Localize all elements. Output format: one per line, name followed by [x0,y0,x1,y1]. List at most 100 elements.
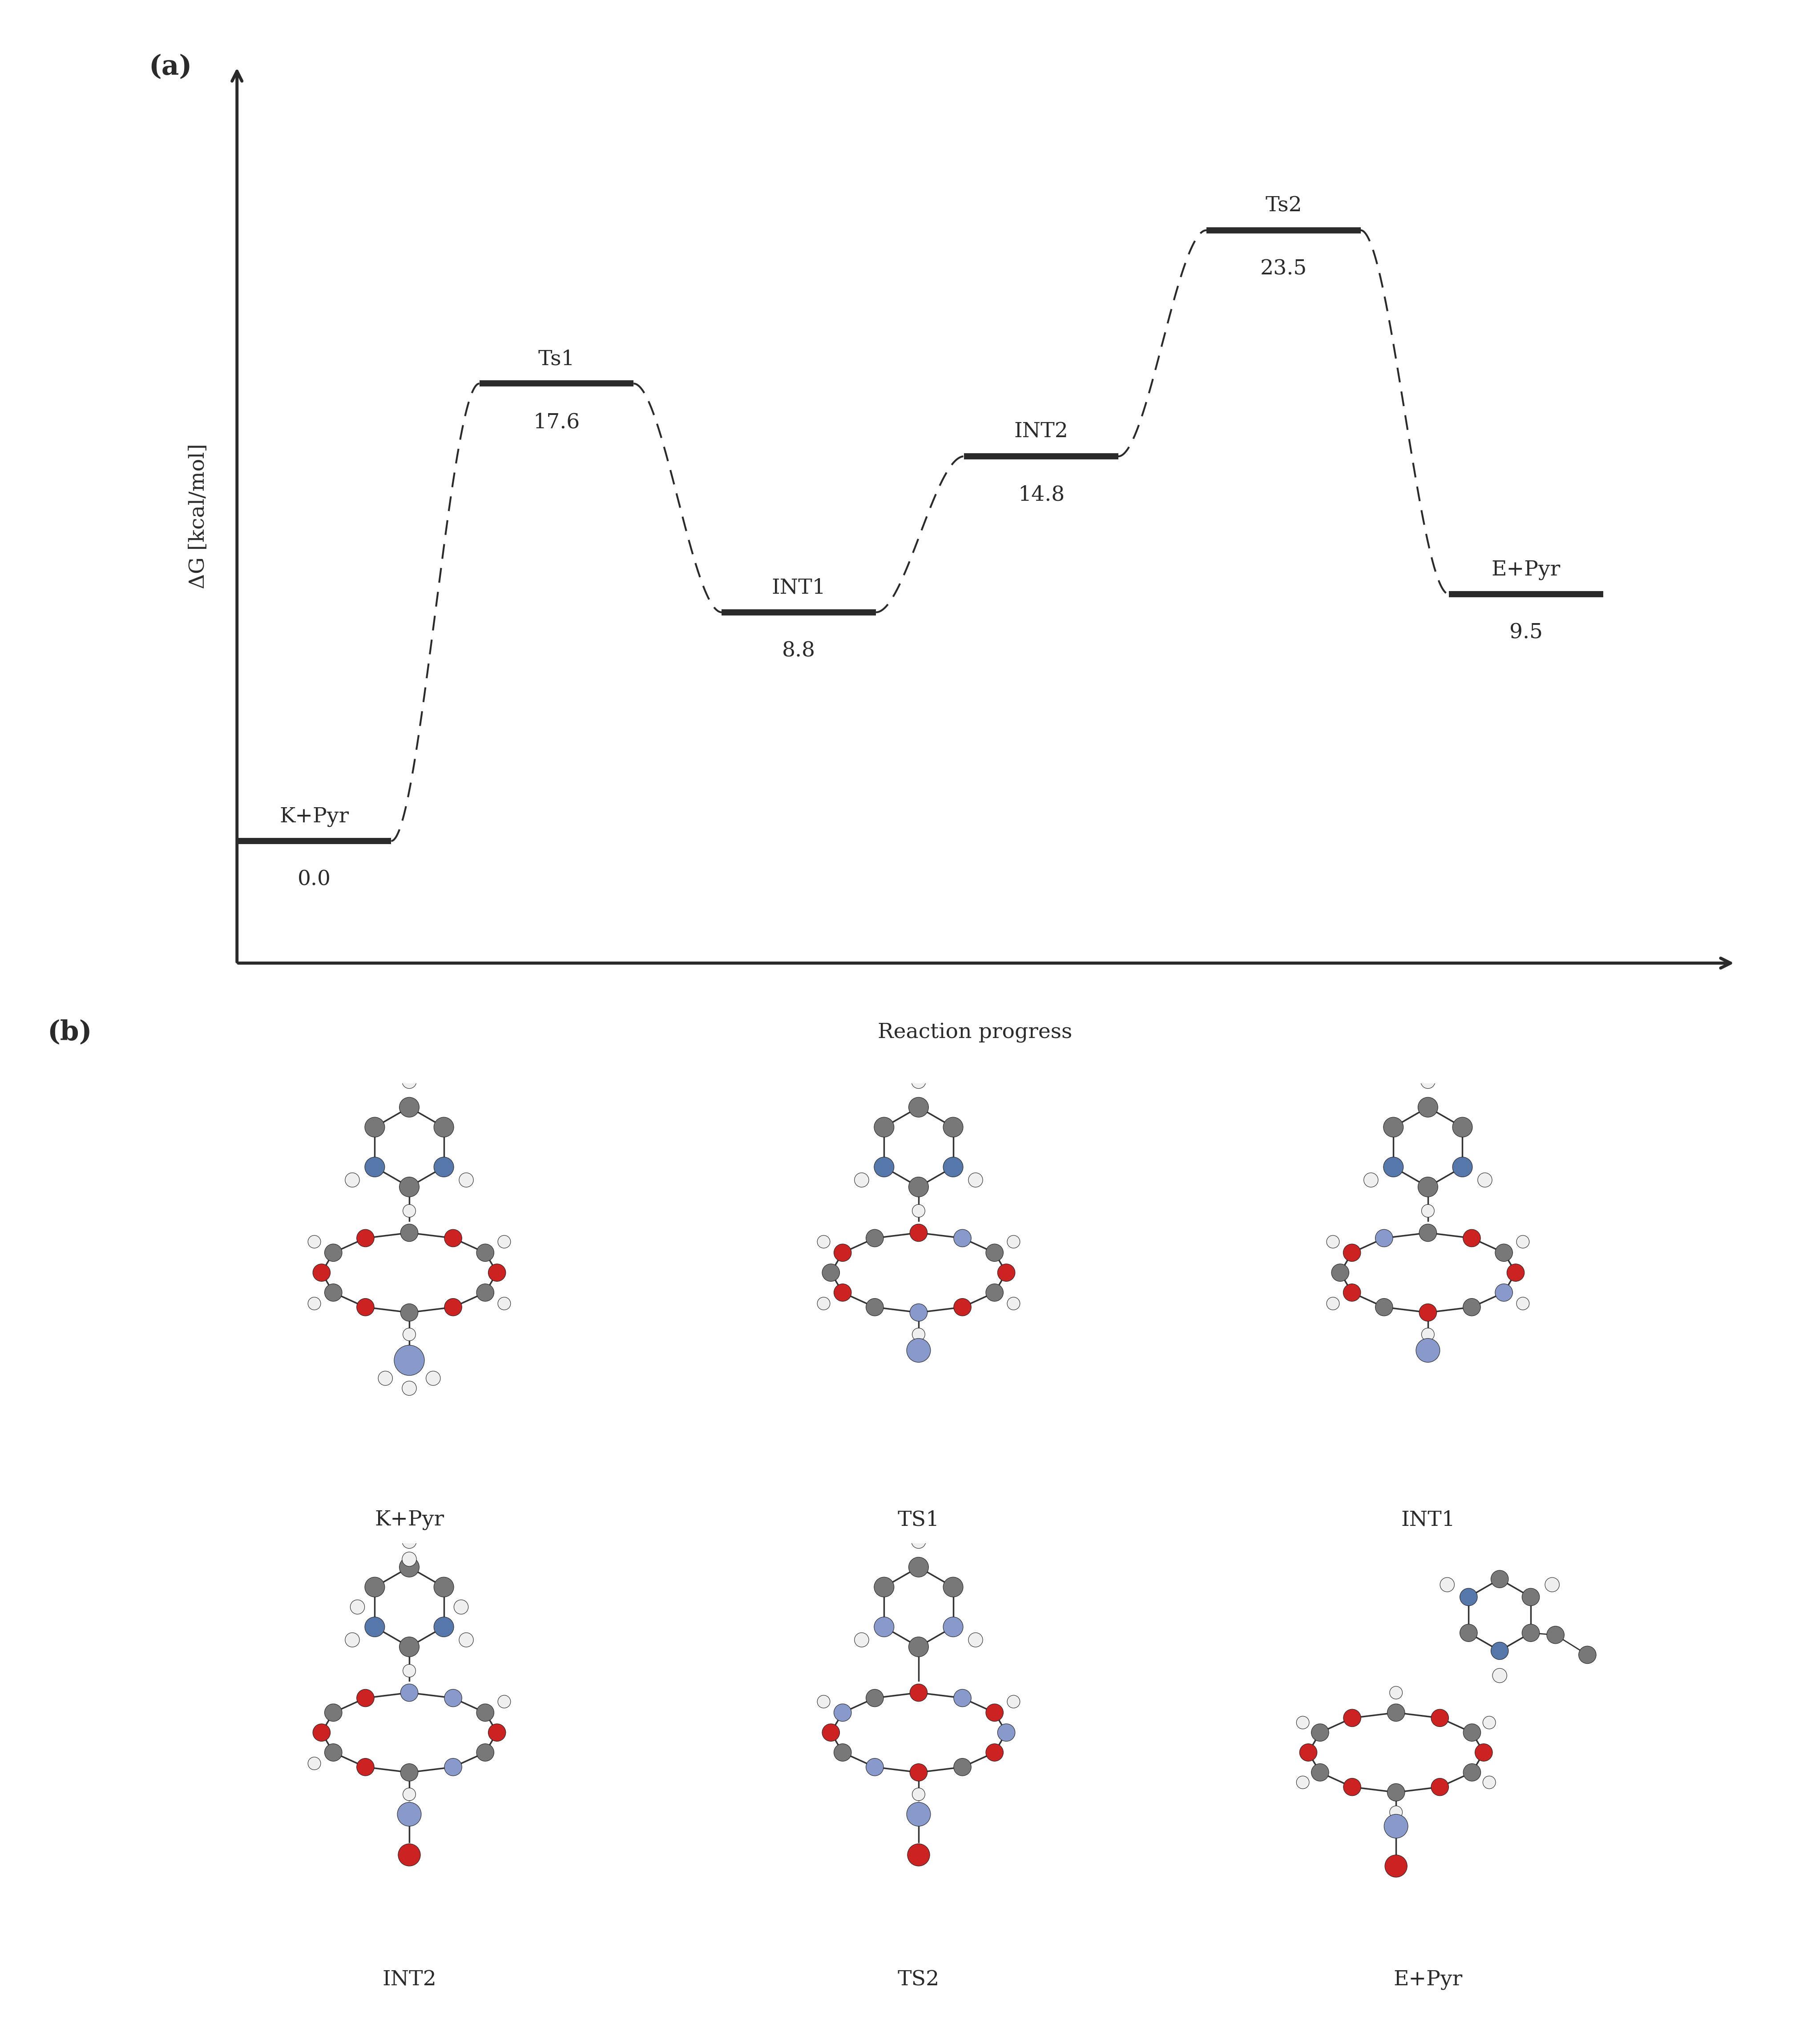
Text: INT2: INT2 [1013,421,1068,442]
Circle shape [1364,1173,1379,1188]
Circle shape [875,1157,893,1177]
Circle shape [400,1558,418,1578]
Circle shape [1421,1204,1435,1218]
Circle shape [1344,1778,1361,1797]
Circle shape [1342,1245,1361,1261]
Circle shape [313,1723,331,1741]
Circle shape [444,1228,462,1247]
Circle shape [822,1263,840,1282]
Circle shape [1493,1668,1506,1682]
Circle shape [817,1298,829,1310]
Text: 8.8: 8.8 [782,642,815,660]
Circle shape [986,1284,1004,1302]
Circle shape [307,1235,320,1249]
Text: ΔG [kcal/mol]: ΔG [kcal/mol] [189,444,209,589]
Circle shape [402,1329,417,1341]
Circle shape [366,1617,384,1637]
Circle shape [435,1617,453,1637]
Circle shape [1419,1304,1437,1320]
Circle shape [1384,1118,1402,1136]
Circle shape [400,1684,418,1701]
Circle shape [324,1705,342,1721]
Circle shape [968,1633,982,1647]
Circle shape [1311,1764,1330,1780]
Circle shape [402,1075,417,1089]
Circle shape [1008,1235,1020,1249]
Circle shape [968,1173,982,1188]
Circle shape [910,1684,928,1701]
Circle shape [1384,1854,1408,1876]
Circle shape [1419,1098,1437,1118]
Circle shape [477,1245,495,1261]
Circle shape [910,1098,928,1118]
Circle shape [324,1245,342,1261]
Circle shape [875,1118,893,1136]
Circle shape [997,1263,1015,1282]
Circle shape [910,1177,928,1198]
Circle shape [866,1688,884,1707]
Circle shape [944,1118,962,1136]
Circle shape [833,1245,851,1261]
Circle shape [1462,1298,1481,1316]
Circle shape [1492,1570,1508,1588]
Circle shape [1523,1625,1539,1641]
Circle shape [1495,1284,1513,1302]
Circle shape [1344,1709,1361,1727]
Circle shape [910,1558,928,1578]
Circle shape [822,1723,840,1741]
Circle shape [487,1263,506,1282]
Circle shape [477,1284,495,1302]
Circle shape [357,1688,375,1707]
Circle shape [1482,1717,1495,1729]
Circle shape [1390,1807,1402,1819]
Circle shape [346,1633,360,1647]
Circle shape [426,1372,440,1386]
Circle shape [1462,1723,1481,1741]
Circle shape [1419,1224,1437,1241]
Circle shape [833,1284,851,1302]
Circle shape [911,1204,926,1218]
Circle shape [911,1329,926,1341]
Circle shape [1384,1157,1402,1177]
Circle shape [1453,1157,1472,1177]
Circle shape [875,1617,893,1637]
Text: 9.5: 9.5 [1510,623,1543,642]
Circle shape [1477,1173,1492,1188]
Text: E+Pyr: E+Pyr [1492,560,1561,580]
Circle shape [1415,1339,1441,1361]
Circle shape [400,1177,418,1198]
Circle shape [313,1263,331,1282]
Circle shape [498,1298,511,1310]
Circle shape [1506,1263,1524,1282]
Circle shape [1482,1776,1495,1788]
Circle shape [400,1304,418,1320]
Circle shape [833,1744,851,1762]
Circle shape [444,1298,462,1316]
Circle shape [911,1788,926,1801]
Circle shape [455,1600,467,1615]
Circle shape [1421,1075,1435,1089]
Circle shape [1495,1245,1513,1261]
Circle shape [817,1694,829,1709]
Circle shape [910,1764,928,1780]
Circle shape [400,1637,418,1658]
Circle shape [498,1694,511,1709]
Circle shape [400,1098,418,1118]
Circle shape [1388,1705,1404,1721]
Circle shape [357,1298,375,1316]
Circle shape [1453,1118,1472,1136]
Text: 0.0: 0.0 [298,869,331,889]
Circle shape [953,1228,971,1247]
Circle shape [910,1224,928,1241]
Circle shape [833,1705,851,1721]
Text: INT1: INT1 [771,578,826,599]
Circle shape [307,1758,320,1770]
Circle shape [498,1235,511,1249]
Circle shape [346,1173,360,1188]
Circle shape [1390,1686,1402,1699]
Circle shape [986,1245,1004,1261]
Text: K+Pyr: K+Pyr [280,807,349,826]
Circle shape [1419,1177,1437,1198]
Text: Ts2: Ts2 [1266,196,1302,217]
Circle shape [444,1688,462,1707]
